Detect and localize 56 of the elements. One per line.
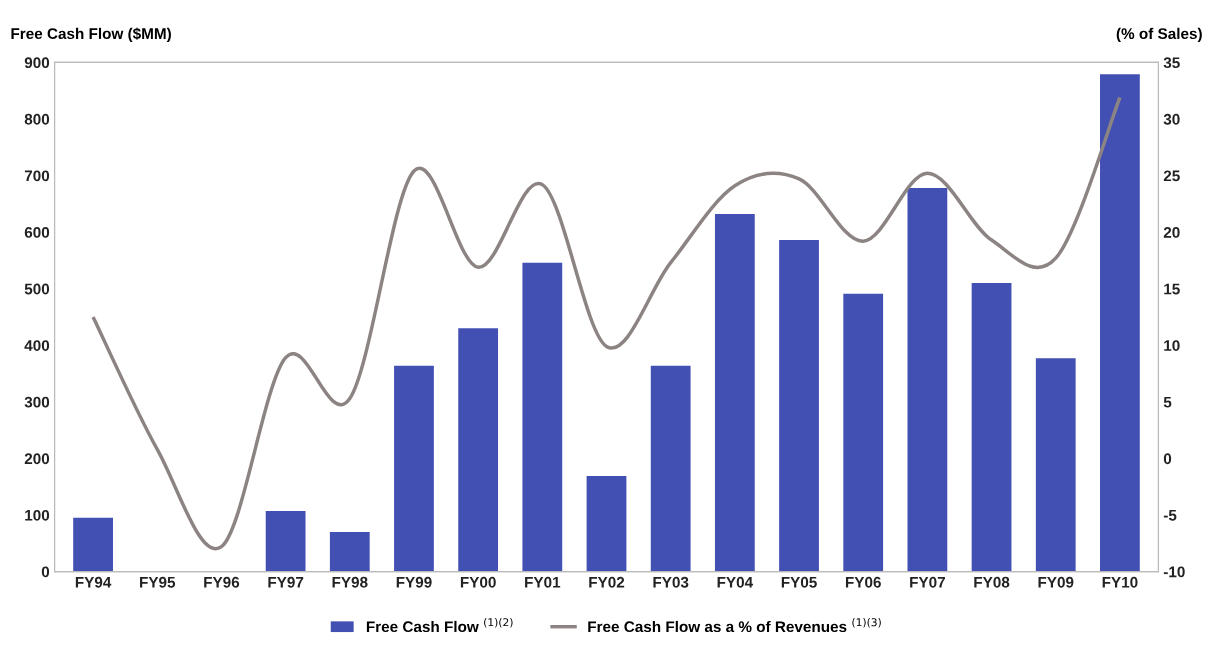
y-tick-label: 600	[24, 227, 50, 238]
y2-tick-label: 20	[1163, 227, 1180, 238]
bar	[394, 365, 434, 572]
y-tick-label: 300	[24, 396, 50, 408]
y-tick-label: 0	[41, 566, 50, 578]
bar	[73, 517, 113, 572]
y2-tick-label: -10	[1163, 566, 1185, 578]
y2-tick-label: 15	[1164, 283, 1180, 295]
x-tick-label: FY10	[1102, 576, 1138, 588]
x-tick-label: FY00	[460, 576, 496, 588]
x-tick-label: FY04	[717, 576, 754, 588]
y2-tick-label: 10	[1164, 340, 1180, 351]
x-tick-label: FY98	[332, 576, 368, 588]
x-tick-label: FY09	[1038, 576, 1074, 588]
x-tick-label: FY03	[653, 576, 689, 588]
y2-tick-label: 35	[1163, 57, 1180, 69]
x-tick-label: FY95	[140, 576, 176, 588]
x-tick-label: FY07	[910, 576, 945, 588]
x-tick-label: FY94	[75, 576, 112, 588]
x-tick-label: FY96	[204, 576, 240, 588]
bar	[458, 328, 499, 572]
x-tick-label: FY01	[525, 576, 561, 588]
bar	[971, 283, 1012, 572]
x-tick-label: FY97	[268, 576, 304, 588]
y2-axis-title: (% of Sales)	[1116, 27, 1202, 43]
y-tick-label: 700	[24, 170, 50, 182]
bar	[1035, 358, 1076, 572]
y-tick-label: 200	[24, 453, 50, 465]
bar	[779, 240, 819, 572]
bar	[843, 293, 884, 572]
y-axis-title: Free Cash Flow ($MM)	[11, 27, 171, 43]
bar	[329, 531, 370, 572]
y-tick-label: 800	[24, 113, 50, 125]
bar	[265, 511, 306, 572]
y-tick-label: 400	[24, 340, 50, 351]
y2-tick-label: 5	[1163, 396, 1172, 408]
y2-tick-label: 25	[1163, 170, 1180, 182]
x-tick-label: FY02	[589, 576, 625, 588]
x-tick-label: FY99	[396, 576, 432, 588]
legend-label: Free Cash Flow as a % of Revenues $^{(1)(3)}$	[588, 618, 881, 633]
bar	[586, 475, 627, 572]
y-tick-label: 100	[25, 509, 50, 521]
bar	[1100, 74, 1140, 572]
x-tick-label: FY05	[781, 576, 817, 588]
bar	[907, 188, 948, 572]
bar	[650, 365, 691, 572]
y2-tick-label: 30	[1163, 113, 1180, 125]
bar	[522, 262, 563, 572]
legend-label: Free Cash Flow $^{(1)(2)}$	[366, 618, 513, 633]
bar	[714, 214, 755, 572]
y-tick-label: 900	[24, 57, 50, 69]
y-tick-label: 500	[24, 283, 50, 295]
x-tick-label: FY06	[845, 576, 881, 588]
y2-tick-label: -5	[1163, 510, 1177, 521]
y2-tick-label: 0	[1163, 453, 1172, 465]
x-tick-label: FY08	[974, 576, 1010, 588]
